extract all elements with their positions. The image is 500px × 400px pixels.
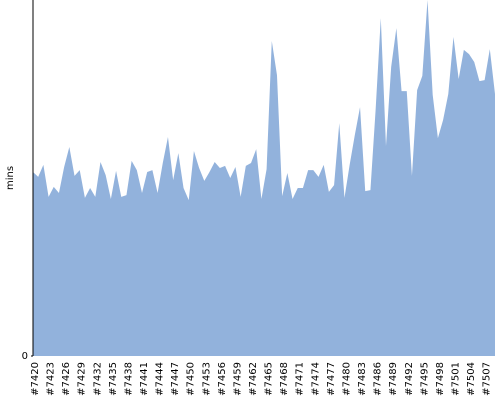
x-tick-label: #7462 [248,362,259,396]
x-tick-label: #7420 [30,362,41,396]
y-axis-label: mins [5,166,16,190]
x-tick-label: #7504 [466,362,477,396]
x-tick-label: #7432 [92,362,103,396]
x-tick-label: #7492 [404,362,415,396]
x-tick-label: #7471 [295,362,306,396]
x-tick-label: #7444 [155,362,166,396]
x-tick-label: #7507 [482,362,493,396]
area [33,0,495,356]
x-tick-label: #7489 [388,362,399,396]
x-tick-label: #7441 [139,362,150,396]
x-tick-label: #7423 [46,362,57,396]
x-tick-label: #7468 [279,362,290,396]
x-tick-label: #7438 [123,362,134,396]
x-tick-label: #7486 [373,362,384,396]
x-tick-label: #7474 [310,362,321,396]
x-tick-label: #7501 [450,362,461,396]
x-tick-label: #7426 [61,362,72,396]
x-tick-label: #7450 [186,362,197,396]
x-tick-label: #7498 [435,362,446,396]
x-tick-label: #7453 [201,362,212,396]
x-tick-label: #7495 [419,362,430,396]
x-tick-label: #7480 [341,362,352,396]
x-tick-label: #7435 [108,362,119,396]
x-tick-label: #7456 [217,362,228,396]
x-tick-label: #7483 [357,362,368,396]
x-tick-label: #7447 [170,362,181,396]
x-tick-label: #7465 [264,362,275,396]
y-tick-label: 0 [22,351,28,362]
x-tick-label: #7477 [326,362,337,396]
x-tick-label: #7429 [77,362,88,396]
x-tick-label: #7459 [232,362,243,396]
